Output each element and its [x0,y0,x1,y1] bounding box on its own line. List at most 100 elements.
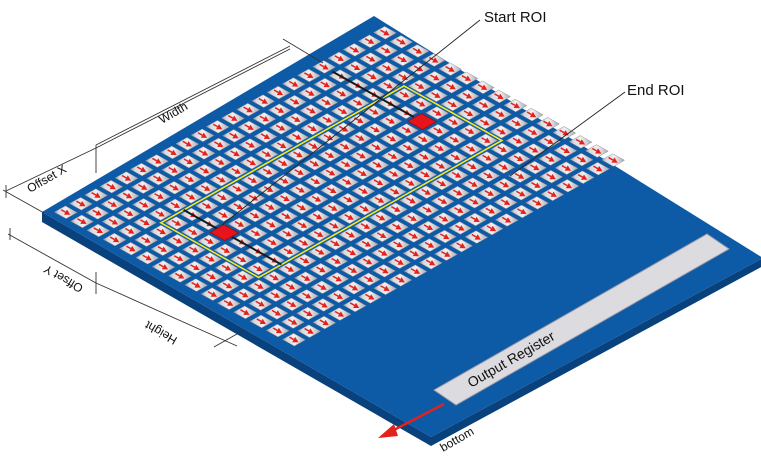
shift-arrow-head [194,282,201,288]
shift-arrow [126,245,132,250]
shift-arrow [415,100,421,105]
shift-arrow-head [535,200,542,206]
pixel-cell [504,116,529,130]
shift-arrow-head [518,173,525,179]
shift-arrow [435,162,441,167]
shift-arrow-head [534,182,541,188]
shift-arrow-head [329,170,336,176]
shift-arrow-head [235,186,242,192]
shift-arrow-head [221,212,228,218]
shift-arrow [395,276,401,281]
shift-arrow-head [256,265,263,272]
shift-arrow [497,146,503,150]
output-register [433,233,730,406]
shift-arrow-head [216,124,223,130]
pixel-cell [470,80,495,94]
pixel-array [53,26,626,347]
pixel-cell [253,129,278,144]
shift-arrow [153,175,159,180]
shift-arrow-head [379,215,386,221]
pixel-cell [165,234,190,248]
shift-arrow [206,273,212,278]
shift-arrow-head [247,124,254,130]
shift-arrow [392,223,398,228]
shift-arrow-head [349,249,356,256]
shift-arrow-head [274,310,282,316]
shift-arrow [324,151,330,156]
pixel-cell [223,146,248,161]
shift-arrow-head [272,274,279,281]
pixel-cell [340,263,365,277]
pixel-cell [146,172,170,186]
pixel-cell [412,150,437,164]
shift-arrow-head [79,201,86,207]
shift-arrow-head [482,102,489,108]
shift-arrow-head [298,187,305,193]
shift-arrow-head [531,129,538,135]
shift-arrow-head [375,162,382,168]
shift-arrow-head [547,138,554,144]
pixel-cell [439,80,464,94]
pixel-cell [182,243,206,257]
shift-arrow [527,129,533,133]
pixel-cell [324,254,349,268]
shift-arrow [446,83,452,88]
shift-arrow [342,178,348,183]
shift-arrow-head [515,138,523,144]
pixel-cell [291,236,316,250]
shift-arrow-head [236,203,243,209]
shift-arrow-head [207,238,214,244]
shift-arrow-head [193,264,200,270]
pixel-cell [341,281,366,295]
shift-arrow-head [433,74,440,81]
shift-arrow [170,202,176,206]
pixel-cell [239,156,264,170]
shift-arrow [364,38,370,42]
shift-arrow [545,155,551,160]
shift-arrow [465,145,471,150]
shift-arrow [289,336,295,341]
shift-arrow [228,115,234,119]
shift-arrow [485,207,491,212]
pixel-cell [430,194,455,208]
pixel-cell [417,238,442,252]
shift-arrow-head [319,266,326,273]
shift-arrow [108,218,114,223]
shift-arrow-head [421,136,428,142]
shift-arrow [271,309,277,314]
pixel-cell [332,140,357,154]
shift-arrow-head [257,283,264,289]
shift-arrow [139,201,145,206]
pixel-cell [279,297,304,311]
shift-arrow-head [455,172,462,178]
shift-arrow [310,178,316,182]
shift-arrow [281,212,287,217]
shift-arrow-head [360,170,367,176]
shift-arrow-head [253,212,260,219]
shift-arrow-head [452,137,460,143]
shift-arrow [278,159,284,164]
shift-arrow [76,200,82,205]
end-roi-label: End ROI [627,82,685,99]
shift-arrow-head [416,65,424,72]
shift-arrow [205,255,211,260]
shift-arrow-head [345,179,352,185]
shift-arrow-head [263,133,271,139]
shift-arrow [337,108,343,112]
shift-arrow [106,183,112,188]
pixel-cell [427,141,452,155]
pixel-cell [415,203,440,217]
shift-arrow [462,92,468,97]
shift-arrow [315,248,321,253]
shift-arrow-head [217,141,224,147]
shift-arrow-head [434,92,441,98]
shift-arrow [359,205,365,210]
pixel-cell [426,124,451,138]
shift-arrow-head [520,208,527,214]
shift-arrow-head [364,241,372,247]
pixel-cell [317,148,342,162]
pixel-cell [365,158,390,172]
pixel-cell [242,208,267,223]
shift-arrow-head [220,194,227,200]
shift-arrow [424,241,430,246]
